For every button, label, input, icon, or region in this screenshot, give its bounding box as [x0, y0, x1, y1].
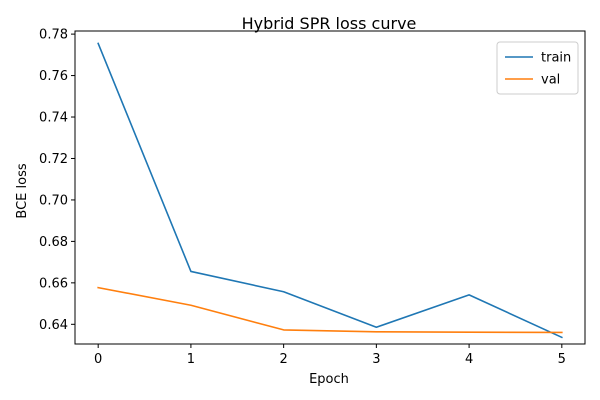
x-axis-title: Epoch [309, 372, 349, 387]
chart-title: Hybrid SPR loss curve [242, 14, 417, 33]
x-tick-label: 0 [94, 352, 102, 367]
y-tick-label: 0.64 [39, 318, 68, 333]
y-tick-label: 0.68 [39, 235, 68, 250]
y-tick-label: 0.76 [39, 69, 68, 84]
x-tick-label: 4 [465, 352, 473, 367]
x-tick-label: 3 [372, 352, 380, 367]
plot-frame [74, 30, 586, 345]
y-tick-label: 0.72 [39, 152, 68, 167]
x-tick-label: 5 [558, 352, 566, 367]
plot-area [97, 42, 563, 339]
legend: train val [496, 41, 579, 95]
y-axis: 0.64 0.66 0.68 0.70 0.72 0.74 0.76 0.78 [39, 28, 75, 333]
y-tick-label: 0.78 [39, 28, 68, 43]
x-axis: 0 1 2 3 4 5 [94, 344, 566, 367]
y-tick-label: 0.66 [39, 276, 68, 291]
series-line-val [97, 286, 563, 334]
series-line-train [97, 42, 563, 339]
legend-label-val: val [541, 73, 560, 88]
legend-box [496, 41, 579, 95]
x-tick-label: 2 [279, 352, 287, 367]
y-tick-label: 0.70 [39, 193, 68, 208]
y-tick-label: 0.74 [39, 111, 68, 126]
x-tick-label: 1 [187, 352, 195, 367]
legend-label-train: train [541, 51, 571, 66]
y-axis-title: BCE loss [15, 163, 30, 218]
